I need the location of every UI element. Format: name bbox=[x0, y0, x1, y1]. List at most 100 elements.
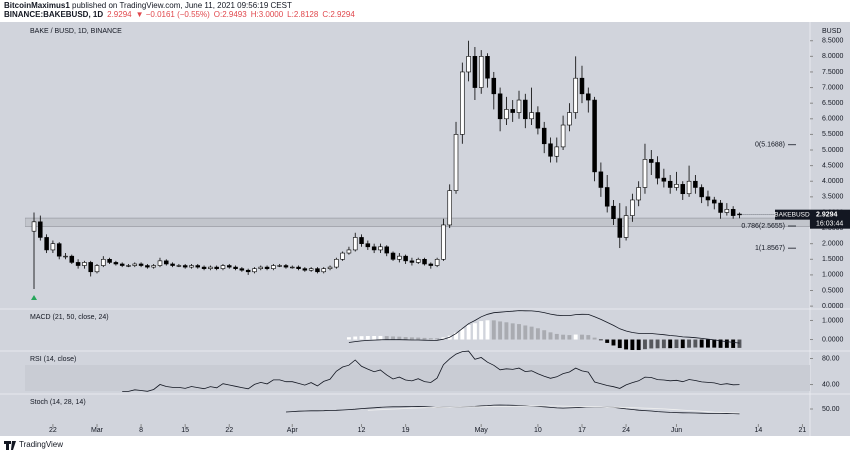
candle-body bbox=[611, 205, 616, 220]
macd-histogram bbox=[472, 323, 477, 340]
macd-histogram bbox=[580, 334, 584, 340]
y-tick-label: 7.5000 bbox=[822, 69, 844, 76]
candle-body bbox=[302, 268, 308, 271]
macd-histogram bbox=[428, 338, 433, 340]
macd-histogram bbox=[529, 326, 534, 340]
candle-body bbox=[447, 190, 452, 226]
macd-histogram bbox=[598, 339, 603, 341]
candle-body bbox=[730, 209, 736, 216]
candle-body bbox=[466, 56, 471, 73]
candle-body bbox=[277, 265, 282, 267]
indicator-label: MACD (21, 50, close, 24) bbox=[30, 314, 109, 321]
x-tick-label: 15 bbox=[181, 427, 189, 434]
signal-marker bbox=[31, 294, 38, 300]
candle-body bbox=[145, 265, 150, 268]
candle-body bbox=[409, 260, 415, 263]
candle-body bbox=[195, 265, 201, 268]
x-tick-label: 22 bbox=[49, 427, 57, 434]
macd-histogram bbox=[435, 338, 440, 340]
candle-body bbox=[365, 243, 371, 248]
candle-body bbox=[94, 265, 100, 273]
candle-body bbox=[523, 99, 528, 120]
y-tick-label: 0.5000 bbox=[822, 287, 844, 294]
candle-body bbox=[164, 260, 169, 265]
y-tick-label: 1.5000 bbox=[822, 256, 844, 263]
x-tick-label: 19 bbox=[402, 427, 410, 434]
macd-histogram bbox=[655, 339, 660, 349]
macd-histogram bbox=[422, 337, 427, 340]
macd-histogram bbox=[674, 339, 679, 349]
candle-body bbox=[541, 127, 547, 145]
macd-histogram bbox=[397, 336, 402, 340]
candle-body bbox=[346, 249, 352, 254]
macd-histogram bbox=[479, 321, 484, 340]
y-tick-label: 0.0000 bbox=[822, 336, 844, 343]
candle-body bbox=[604, 187, 610, 207]
candle-body bbox=[403, 255, 408, 262]
y-tick-label: 1.0000 bbox=[822, 272, 844, 279]
candle-body bbox=[712, 199, 717, 204]
x-tick-label: 21 bbox=[799, 427, 807, 434]
price-tag-symbol-bg bbox=[775, 209, 810, 220]
x-tick-label: Apr bbox=[287, 427, 299, 434]
candle-body bbox=[636, 187, 641, 201]
candle-body bbox=[315, 268, 320, 273]
candle-body bbox=[680, 184, 686, 195]
candle-body bbox=[119, 263, 125, 266]
indicator-label: Stoch (14, 28, 14) bbox=[30, 399, 86, 406]
macd-histogram bbox=[693, 339, 698, 348]
candle-body bbox=[655, 162, 660, 179]
candle-body bbox=[38, 221, 43, 238]
rsi-band bbox=[25, 365, 810, 392]
candle-body bbox=[453, 134, 459, 191]
candle-body bbox=[88, 262, 93, 273]
candle-body bbox=[82, 262, 87, 266]
candle-body bbox=[113, 262, 119, 265]
candle-body bbox=[485, 56, 490, 79]
candle-body bbox=[718, 202, 723, 213]
candle-body bbox=[649, 159, 654, 163]
candle-body bbox=[623, 215, 629, 238]
candle-body bbox=[724, 209, 730, 213]
currency: BUSD bbox=[822, 28, 841, 35]
candle-body bbox=[529, 112, 534, 120]
candle-body bbox=[69, 255, 75, 263]
candle-body bbox=[245, 269, 251, 273]
candle-body bbox=[415, 258, 421, 263]
macd-histogram bbox=[365, 336, 370, 340]
candle-body bbox=[592, 99, 597, 173]
macd-histogram bbox=[554, 333, 559, 340]
candle-body bbox=[308, 268, 314, 271]
candle-body bbox=[50, 243, 56, 251]
macd-histogram bbox=[523, 325, 528, 340]
macd-histogram bbox=[491, 320, 496, 340]
macd-histogram bbox=[466, 324, 471, 340]
candle-body bbox=[157, 260, 163, 266]
macd-histogram bbox=[391, 336, 395, 340]
macd-histogram bbox=[384, 336, 389, 340]
candle-body bbox=[667, 180, 673, 188]
candle-body bbox=[397, 255, 402, 260]
candle-body bbox=[170, 263, 175, 266]
ohlc-value: H:3.0000 bbox=[251, 10, 284, 19]
macd-histogram bbox=[460, 328, 465, 340]
candle-body bbox=[201, 266, 207, 269]
candle-body bbox=[434, 258, 440, 266]
candle-body bbox=[283, 265, 289, 268]
candle-body bbox=[630, 199, 635, 216]
macd-histogram bbox=[573, 334, 578, 340]
candle-body bbox=[107, 258, 112, 263]
candle-body bbox=[151, 265, 156, 268]
macd-histogram bbox=[353, 336, 358, 340]
candle-body bbox=[258, 266, 264, 269]
price-tag-price: 2.9294 bbox=[816, 212, 838, 219]
macd-histogram bbox=[542, 330, 547, 340]
ohlc-value: O:2.9493 bbox=[214, 10, 247, 19]
left-margin bbox=[0, 22, 25, 424]
candle-body bbox=[208, 266, 213, 269]
macd-histogram bbox=[567, 335, 572, 340]
candle-body bbox=[472, 56, 478, 88]
price-tag-bg bbox=[810, 209, 850, 229]
candle-body bbox=[371, 246, 377, 251]
candle-body bbox=[271, 265, 276, 269]
